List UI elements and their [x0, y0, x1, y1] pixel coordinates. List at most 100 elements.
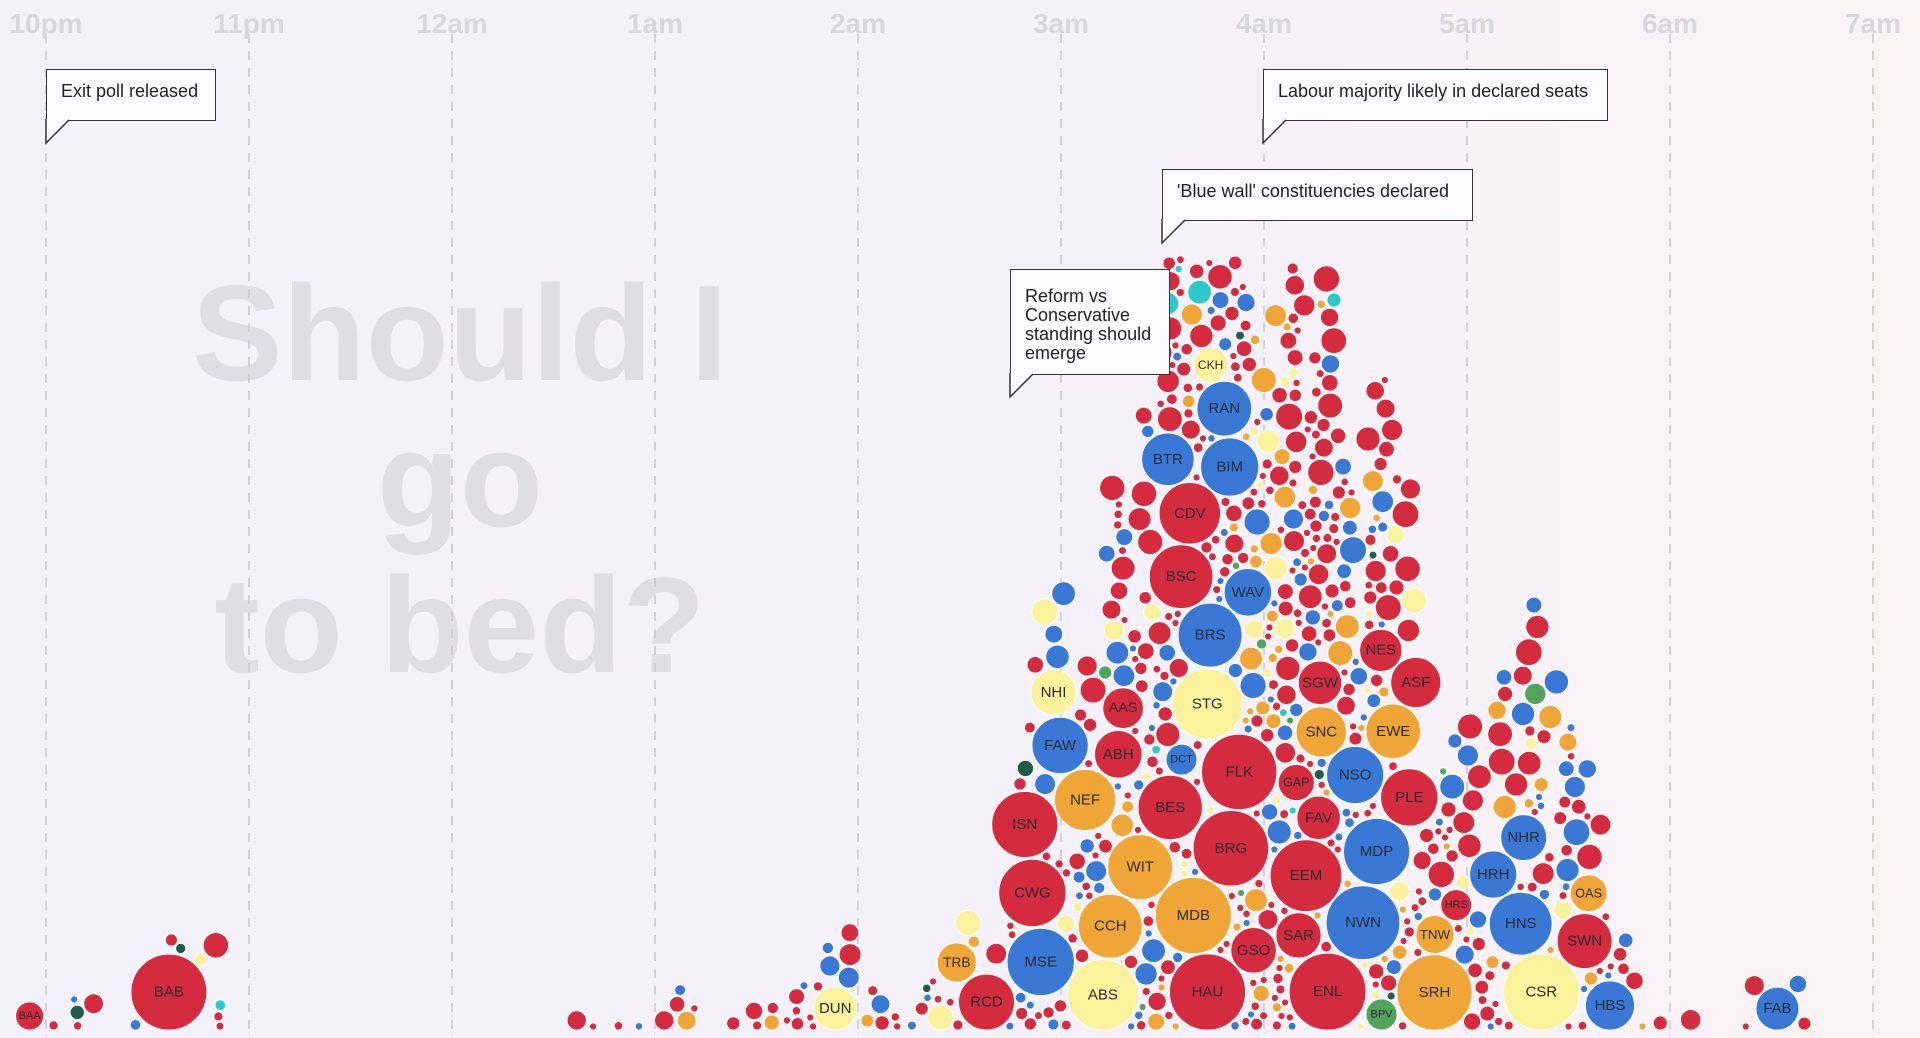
constituency-bubble[interactable]: [1257, 909, 1279, 930]
constituency-bubble[interactable]: [1297, 500, 1308, 510]
constituency-bubble[interactable]: [1326, 610, 1335, 618]
constituency-bubble[interactable]: [1544, 852, 1555, 863]
constituency-bubble[interactable]: [1246, 707, 1255, 716]
constituency-bubble[interactable]: [1606, 962, 1615, 971]
constituency-bubble[interactable]: [1148, 544, 1214, 609]
constituency-bubble[interactable]: [1533, 777, 1549, 792]
constituency-bubble[interactable]: [1138, 591, 1152, 605]
constituency-bubble[interactable]: [1381, 419, 1403, 441]
constituency-bubble[interactable]: [1293, 326, 1302, 335]
constituency-bubble[interactable]: [1275, 964, 1284, 972]
constituency-bubble[interactable]: [1196, 381, 1252, 437]
constituency-bubble[interactable]: [1134, 825, 1143, 834]
constituency-bubble[interactable]: [1141, 938, 1166, 963]
constituency-bubble[interactable]: [1079, 676, 1107, 704]
constituency-bubble[interactable]: [1078, 894, 1143, 959]
constituency-bubble[interactable]: [1524, 725, 1536, 737]
constituency-bubble[interactable]: [1258, 472, 1267, 480]
constituency-bubble[interactable]: [213, 1011, 224, 1022]
constituency-bubble[interactable]: [1326, 292, 1342, 308]
constituency-bubble[interactable]: [1487, 700, 1507, 720]
constituency-bubble[interactable]: [1275, 912, 1322, 959]
constituency-bubble[interactable]: [1293, 830, 1303, 840]
constituency-bubble[interactable]: [1137, 642, 1155, 660]
constituency-bubble[interactable]: [1364, 581, 1373, 590]
constituency-bubble[interactable]: [1262, 667, 1274, 678]
constituency-bubble[interactable]: [1419, 828, 1434, 843]
constituency-bubble[interactable]: [1494, 1016, 1504, 1026]
constituency-bubble[interactable]: [1241, 1017, 1251, 1026]
constituency-bubble[interactable]: [1487, 721, 1513, 747]
constituency-bubble[interactable]: [1133, 779, 1145, 791]
constituency-bubble[interactable]: [1026, 656, 1044, 674]
constituency-bubble[interactable]: [1134, 1010, 1144, 1020]
constituency-bubble[interactable]: [1388, 761, 1398, 771]
constituency-bubble[interactable]: [1134, 406, 1153, 425]
constituency-bubble[interactable]: [1005, 1021, 1015, 1031]
constituency-bubble[interactable]: [1261, 803, 1279, 821]
constituency-bubble[interactable]: [1162, 256, 1176, 270]
constituency-bubble[interactable]: [1440, 801, 1457, 818]
constituency-bubble[interactable]: [1502, 953, 1580, 1031]
constituency-bubble[interactable]: [1313, 769, 1325, 780]
constituency-bubble[interactable]: [1292, 557, 1302, 567]
constituency-bubble[interactable]: [1297, 660, 1343, 705]
constituency-bubble[interactable]: [1394, 555, 1421, 582]
constituency-bubble[interactable]: [1267, 901, 1276, 909]
constituency-bubble[interactable]: [1286, 716, 1294, 725]
constituency-bubble[interactable]: [1061, 1019, 1072, 1031]
constituency-bubble[interactable]: [1157, 983, 1166, 992]
constituency-bubble[interactable]: [1236, 903, 1245, 912]
constituency-bubble[interactable]: [1288, 806, 1297, 815]
constituency-bubble[interactable]: [1129, 644, 1137, 653]
constituency-bubble[interactable]: [1241, 496, 1256, 510]
constituency-bubble[interactable]: [1485, 955, 1500, 969]
constituency-bubble[interactable]: [1241, 356, 1257, 372]
constituency-bubble[interactable]: [1370, 673, 1384, 687]
constituency-bubble[interactable]: [1340, 668, 1349, 677]
constituency-bubble[interactable]: [1115, 528, 1134, 546]
constituency-bubble[interactable]: [1343, 596, 1357, 609]
constituency-bubble[interactable]: [1524, 682, 1547, 705]
constituency-bubble[interactable]: [1250, 1017, 1263, 1031]
constituency-bubble[interactable]: [214, 999, 227, 1011]
constituency-bubble[interactable]: [1309, 544, 1318, 552]
constituency-bubble[interactable]: [890, 1012, 900, 1022]
constituency-bubble[interactable]: [1177, 602, 1243, 668]
constituency-bubble[interactable]: [1511, 701, 1536, 726]
constituency-bubble[interactable]: [1390, 657, 1442, 708]
constituency-bubble[interactable]: [1256, 638, 1268, 650]
constituency-bubble[interactable]: [1328, 523, 1340, 534]
constituency-bubble[interactable]: [1378, 686, 1390, 698]
constituency-bubble[interactable]: [1321, 602, 1329, 611]
constituency-bubble[interactable]: [1250, 334, 1261, 345]
constituency-bubble[interactable]: [1180, 848, 1193, 860]
constituency-bubble[interactable]: [1351, 657, 1360, 666]
constituency-bubble[interactable]: [1536, 729, 1552, 744]
constituency-bubble[interactable]: [1285, 1013, 1294, 1022]
constituency-bubble[interactable]: [1428, 887, 1443, 902]
constituency-bubble[interactable]: [1229, 352, 1238, 360]
constituency-bubble[interactable]: [1238, 283, 1247, 291]
constituency-bubble[interactable]: [1492, 795, 1517, 819]
constituency-bubble[interactable]: [1156, 399, 1165, 408]
constituency-bubble[interactable]: [1265, 713, 1282, 729]
constituency-bubble[interactable]: [202, 932, 229, 959]
constituency-bubble[interactable]: [1413, 911, 1423, 921]
constituency-bubble[interactable]: [1270, 599, 1279, 608]
constituency-bubble[interactable]: [946, 998, 955, 1007]
constituency-bubble[interactable]: [1131, 727, 1140, 735]
constituency-bubble[interactable]: [1303, 508, 1317, 521]
constituency-bubble[interactable]: [1371, 490, 1394, 513]
constituency-bubble[interactable]: [1276, 684, 1297, 705]
constituency-bubble[interactable]: [1287, 367, 1299, 378]
constituency-bubble[interactable]: [837, 966, 860, 989]
constituency-bubble[interactable]: [1158, 482, 1221, 545]
constituency-bubble[interactable]: [1265, 485, 1275, 495]
constituency-bubble[interactable]: [674, 984, 686, 996]
constituency-bubble[interactable]: [1391, 500, 1420, 528]
constituency-bubble[interactable]: [1034, 1011, 1043, 1020]
constituency-bubble[interactable]: [1410, 903, 1420, 912]
constituency-bubble[interactable]: [1474, 980, 1490, 995]
constituency-bubble[interactable]: [1134, 661, 1148, 675]
